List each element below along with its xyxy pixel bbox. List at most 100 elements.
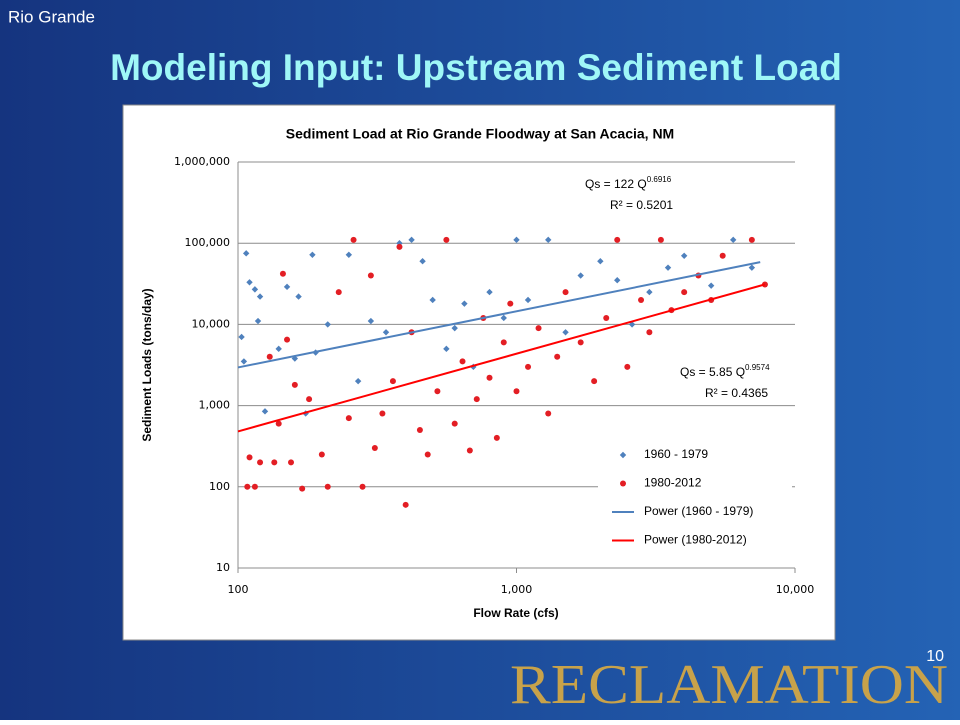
data-point [275,420,282,427]
legend-label: Power (1980-2012) [644,533,747,547]
data-point [283,283,291,291]
data-point [271,459,278,466]
trend-line [237,261,761,369]
data-point [562,329,569,336]
data-point [443,345,450,353]
data-point [291,381,298,388]
data-point [500,339,507,346]
data-point [451,324,458,332]
data-point [371,445,378,452]
data-point [638,296,645,303]
data-point [614,236,621,243]
data-point [473,396,480,403]
data-point [306,396,313,403]
data-point [591,378,598,385]
data-point [486,288,493,296]
data-point [416,427,423,434]
data-point [359,483,366,490]
x-axis-label: Flow Rate (cfs) [473,606,558,620]
data-point [284,336,291,343]
data-point [562,289,569,296]
r-squared: R² = 0.5201 [610,198,673,212]
data-point [577,339,584,346]
data-point [730,236,737,244]
equation-exponent: 0.9574 [745,363,770,372]
data-point [486,374,493,381]
data-point [251,286,259,293]
page-number: 10 [926,648,944,665]
data-point [664,264,672,271]
data-point [419,258,426,265]
legend-swatch [619,451,627,459]
equation-text: Qs = 5.85 Q [680,365,745,379]
data-point [299,485,306,492]
data-point [246,454,253,461]
data-point [238,333,245,341]
data-point [288,459,295,466]
equation-exponent: 0.6916 [647,175,672,184]
data-point [507,300,514,307]
data-point [251,483,258,490]
legend-label: Power (1960 - 1979) [644,504,753,518]
data-point [256,293,264,300]
data-point [554,353,561,360]
data-point [680,252,688,259]
legend-swatch [620,480,626,487]
data-point [246,279,253,286]
y-tick-label: 1,000 [199,399,231,412]
data-point [244,483,251,490]
data-point [367,272,374,279]
y-tick-label: 1,000,000 [174,155,230,168]
data-point [350,236,357,243]
data-point [719,252,726,259]
data-point [367,317,375,325]
data-point [681,289,688,296]
logo: RECLAMATION [510,654,948,716]
data-point [261,408,269,415]
data-point [424,451,431,458]
data-point [389,378,396,385]
data-point [748,264,756,271]
slide-title: Modeling Input: Upstream Sediment Load [110,47,842,88]
data-point [434,388,441,395]
data-point [646,288,653,296]
data-point [295,293,302,300]
data-point [513,388,520,395]
x-tick-label: 100 [228,583,249,596]
y-tick-label: 10,000 [192,317,231,330]
y-tick-label: 10 [216,561,230,574]
data-point [603,314,610,321]
legend-box [598,442,792,556]
data-point [379,410,386,417]
r-squared: R² = 0.4365 [705,386,768,400]
data-point [354,377,362,385]
data-point [461,300,468,307]
y-axis-label: Sediment Loads (tons/day) [140,288,154,441]
data-point [545,410,552,417]
trend-line [237,283,766,433]
data-point [459,358,466,365]
data-point [318,451,325,458]
data-point [402,501,409,508]
legend-label: 1980-2012 [644,476,702,490]
data-point [279,270,286,277]
data-point [597,258,604,265]
section-label: Rio Grande [8,7,95,26]
plot-area: 10 100 1,000 10,000 100,000 1,000,000 100 1,000… [174,155,814,596]
equation: Qs = 5.85 Q0.9574 [680,363,770,379]
data-point [535,325,542,332]
data-point [466,447,473,454]
data-point [451,420,458,427]
data-point [646,329,653,336]
data-point [275,345,282,353]
data-point [335,289,342,296]
data-point [624,363,631,370]
data-point [324,321,331,328]
data-point [309,251,316,258]
x-tick-label: 10,000 [776,583,815,596]
equation: Qs = 122 Q0.6916 [585,175,672,191]
data-point [345,251,353,258]
data-point [254,317,262,325]
data-point [382,329,390,336]
